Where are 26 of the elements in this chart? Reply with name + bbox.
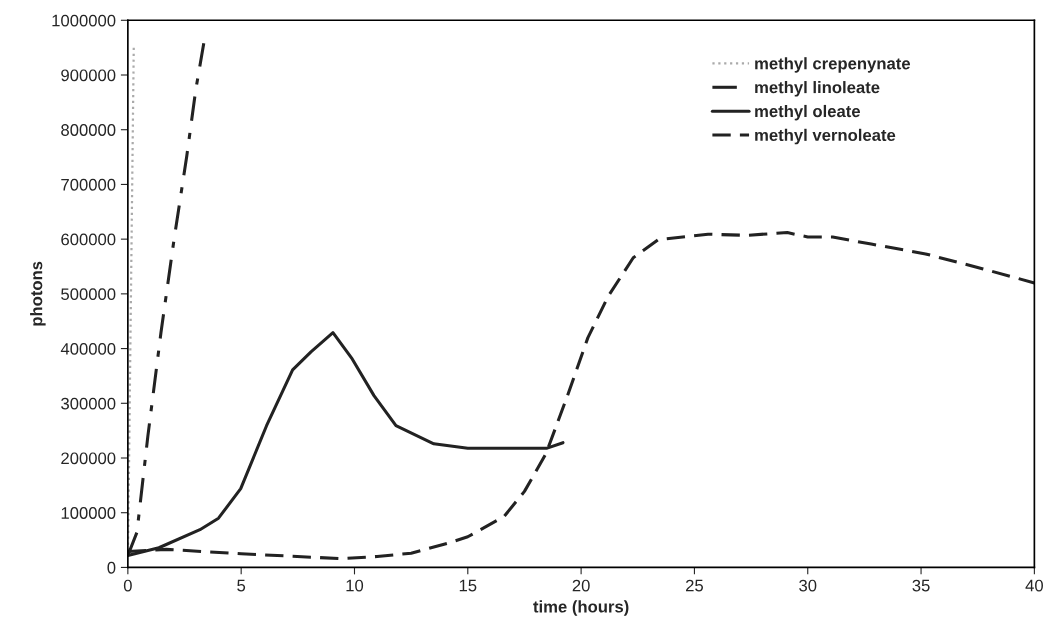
y-tick-label: 500000	[61, 288, 116, 301]
legend-label: methyl oleate	[755, 104, 861, 121]
y-tick-label: 800000	[61, 124, 116, 136]
y-tick-label: 100000	[61, 507, 116, 519]
y-tick-label: 200000	[61, 452, 116, 465]
x-tick-label: 30	[799, 579, 817, 592]
y-axis-title: photons	[30, 261, 46, 326]
y-tick-label: 300000	[61, 397, 116, 410]
x-tick-label: 0	[123, 579, 132, 592]
y-tick-label: 1000000	[52, 14, 116, 27]
y-tick-label: 700000	[61, 178, 116, 191]
x-tick-label: 15	[459, 579, 477, 592]
y-tick-label: 400000	[60, 342, 116, 355]
legend-label: methyl linoleate	[755, 81, 880, 97]
x-axis-title: time (hours)	[533, 600, 629, 616]
y-tick-label: 0	[107, 561, 116, 574]
legend-label: methyl vernoleate	[755, 128, 896, 145]
x-tick-label: 40	[1025, 579, 1043, 592]
y-tick-label: 600000	[61, 233, 116, 246]
x-tick-label: 20	[572, 579, 590, 592]
x-tick-label: 35	[912, 579, 930, 592]
x-tick-label: 25	[686, 579, 703, 592]
x-tick-label: 10	[346, 579, 364, 592]
legend-label: methyl crepenynate	[755, 57, 911, 73]
y-tick-label: 900000	[61, 69, 116, 82]
x-tick-label: 5	[237, 579, 246, 592]
